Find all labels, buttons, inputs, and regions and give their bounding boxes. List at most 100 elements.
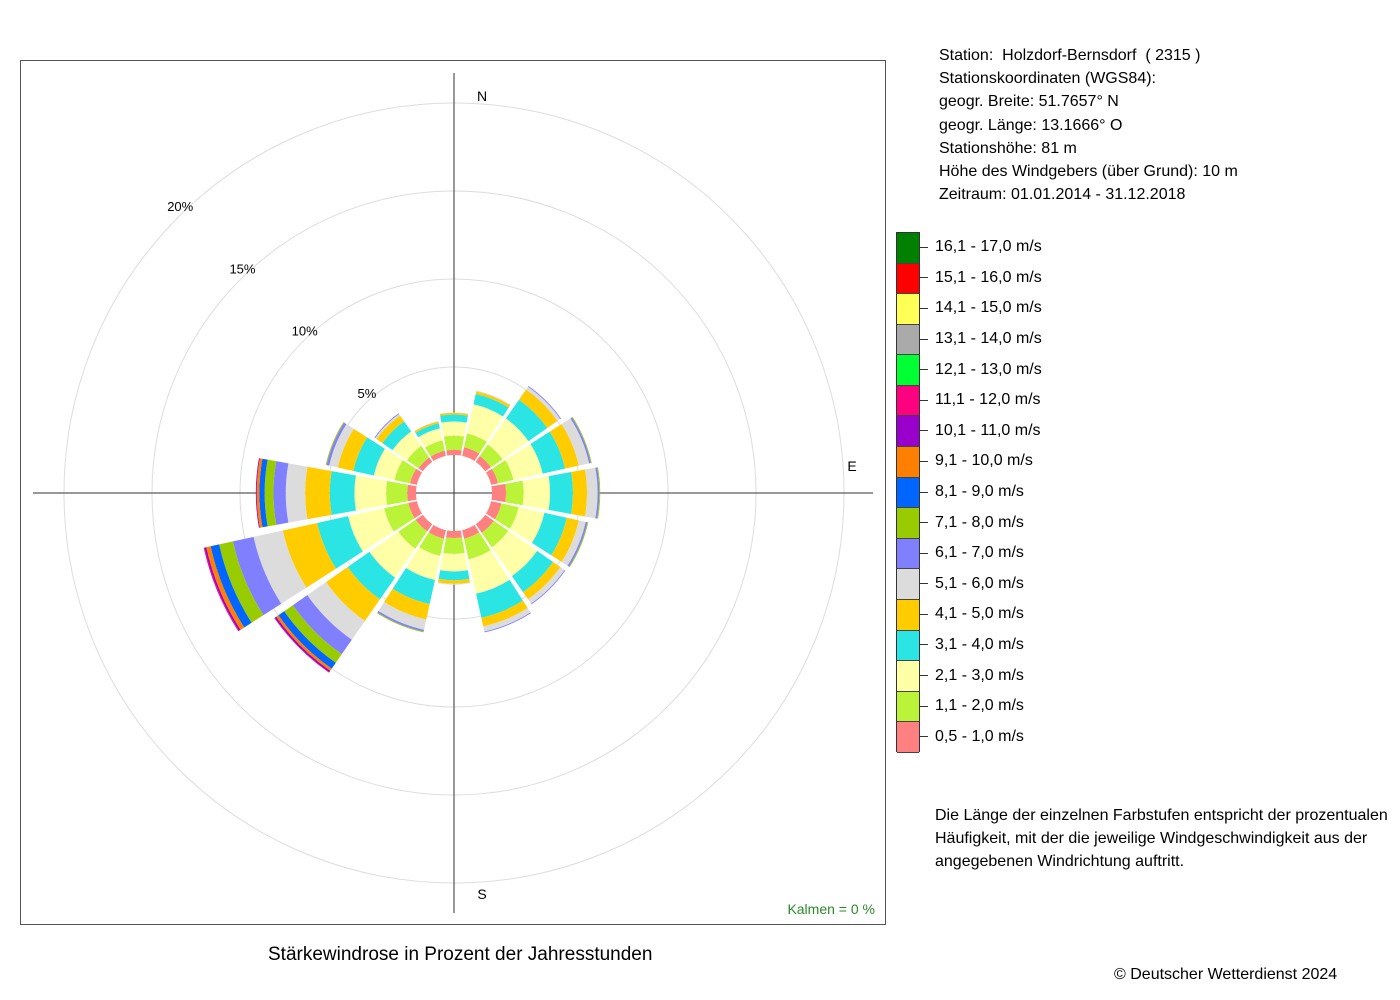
explanation-note: Die Länge der einzelnen Farbstufen entsp… bbox=[935, 807, 1388, 870]
legend-swatch bbox=[897, 691, 919, 723]
wind-bar-segment bbox=[526, 386, 561, 421]
wind-bar-segment bbox=[570, 417, 591, 464]
legend-swatch bbox=[897, 630, 919, 662]
wind-bar-segment bbox=[528, 567, 565, 604]
legend-swatch bbox=[897, 324, 919, 356]
wind-bar-segment bbox=[392, 567, 435, 605]
wind-bar-segment bbox=[476, 390, 511, 406]
legend-label: 1,1 - 2,0 m/s bbox=[935, 697, 1024, 715]
wind-bar-segment bbox=[418, 457, 433, 472]
wind-bar-segment bbox=[337, 428, 368, 471]
radial-tick-label: 10% bbox=[292, 324, 318, 339]
legend-item: 10,1 - 11,0 m/s bbox=[920, 416, 1041, 446]
legend-tick bbox=[920, 705, 928, 707]
wind-bar-segment bbox=[317, 516, 363, 569]
wind-bar-segment bbox=[464, 433, 487, 454]
wind-bar-segment bbox=[374, 413, 400, 439]
wind-bar-segment bbox=[505, 444, 543, 480]
legend-item: 2,1 - 3,0 m/s bbox=[920, 661, 1024, 691]
wind-bar-segment bbox=[473, 393, 509, 417]
wind-bar-segment bbox=[462, 524, 480, 539]
wind-bar-segment bbox=[571, 469, 588, 517]
legend-item: 4,1 - 5,0 m/s bbox=[920, 599, 1024, 629]
wind-bar-segment bbox=[326, 567, 380, 621]
wind-bar-segment bbox=[518, 389, 558, 429]
legend-label: 13,1 - 14,0 m/s bbox=[935, 330, 1042, 348]
wind-bar-segment bbox=[505, 480, 524, 506]
wind-bar-segment bbox=[210, 544, 252, 628]
legend-swatch bbox=[897, 416, 919, 448]
wind-bar-segment bbox=[273, 461, 289, 525]
wind-bar-segment bbox=[476, 579, 523, 618]
wind-bar-segment bbox=[491, 530, 538, 577]
legend-label: 7,1 - 8,0 m/s bbox=[935, 513, 1024, 531]
wind-bar-segment bbox=[255, 458, 260, 528]
legend-item: 13,1 - 14,0 m/s bbox=[920, 324, 1042, 354]
legend-tick bbox=[920, 399, 928, 401]
wind-bar-segment bbox=[597, 467, 601, 519]
wind-bar-segment bbox=[430, 450, 446, 462]
wind-bar-segment bbox=[354, 475, 388, 511]
wind-bar-segment bbox=[418, 428, 443, 448]
wind-bar-segment bbox=[439, 412, 469, 415]
wind-bar-segment bbox=[253, 530, 307, 604]
anemometer-height: Höhe des Windgebers (über Grund): 10 m bbox=[939, 163, 1238, 181]
wind-bar-segment bbox=[348, 508, 394, 552]
legend-item: 15,1 - 16,0 m/s bbox=[920, 263, 1042, 293]
wind-bar-segment bbox=[329, 424, 354, 468]
station-info: Station: Holzdorf-Bernsdorf ( 2315 ) Sta… bbox=[939, 44, 1238, 206]
wind-bar-segment bbox=[405, 547, 441, 580]
wind-rose-plot: 5% 10% 15% 20% N E S Kalmen = 0 % bbox=[20, 60, 886, 925]
wind-bar-segment bbox=[353, 437, 385, 476]
legend-label: 4,1 - 5,0 m/s bbox=[935, 605, 1024, 623]
wind-bar-segment bbox=[329, 471, 356, 515]
legend-tick bbox=[920, 613, 928, 615]
wind-bar-segment bbox=[481, 520, 509, 548]
legend-item: 12,1 - 13,0 m/s bbox=[920, 355, 1042, 385]
wind-bar-segment bbox=[443, 435, 465, 451]
legend-swatch bbox=[897, 508, 919, 539]
direction-label-N: N bbox=[477, 88, 487, 104]
wind-bar-segment bbox=[549, 424, 579, 469]
wind-bar-segment bbox=[522, 561, 561, 600]
wind-bar-segment bbox=[307, 582, 365, 640]
wind-bar-segment bbox=[561, 418, 590, 466]
wind-bar-segment bbox=[548, 472, 573, 514]
chart-caption: Stärkewindrose in Prozent der Jahresstun… bbox=[268, 944, 653, 965]
legend-swatch bbox=[897, 385, 919, 417]
legend-tick bbox=[920, 277, 928, 279]
legend-swatch bbox=[897, 233, 919, 264]
wind-bar-segment bbox=[347, 551, 396, 600]
legend-swatch bbox=[897, 294, 919, 325]
wind-bar-segment bbox=[487, 418, 529, 460]
legend-tick bbox=[920, 369, 928, 371]
legend-label: 6,1 - 7,0 m/s bbox=[935, 544, 1024, 562]
wind-bar-segment bbox=[292, 595, 352, 655]
wind-bar-segment bbox=[410, 468, 423, 485]
wind-bar-segment bbox=[375, 414, 401, 440]
wind-bar-segment bbox=[325, 422, 345, 466]
legend-swatch bbox=[897, 447, 919, 478]
legend-tick bbox=[920, 491, 928, 493]
wind-bar-segment bbox=[264, 459, 277, 527]
wind-rose-svg: 5% 10% 15% 20% N E S Kalmen = 0 % bbox=[33, 73, 875, 917]
wind-bar-segment bbox=[384, 588, 430, 620]
wind-bar-segment bbox=[440, 552, 468, 572]
legend-label: 2,1 - 3,0 m/s bbox=[935, 666, 1024, 684]
wind-bar-segment bbox=[437, 578, 471, 584]
station-longitude: geogr. Länge: 13.1666° O bbox=[939, 116, 1123, 134]
legend-item: 7,1 - 8,0 m/s bbox=[920, 508, 1024, 538]
legend-label: 0,5 - 1,0 m/s bbox=[935, 727, 1024, 745]
wind-bar-segment bbox=[392, 431, 422, 461]
wind-bar-segment bbox=[464, 532, 491, 560]
wind-bar-segment bbox=[406, 445, 430, 469]
legend-color-bar bbox=[896, 232, 920, 753]
legend-tick bbox=[920, 460, 928, 462]
wind-bar-segment bbox=[373, 448, 403, 480]
wind-bar-segment bbox=[440, 414, 468, 423]
wind-bar-segment bbox=[441, 421, 467, 437]
legend-swatch bbox=[897, 263, 919, 295]
legend-item: 8,1 - 9,0 m/s bbox=[920, 477, 1024, 507]
wind-bar-segment bbox=[551, 517, 579, 562]
wind-bar-segment bbox=[256, 458, 263, 528]
